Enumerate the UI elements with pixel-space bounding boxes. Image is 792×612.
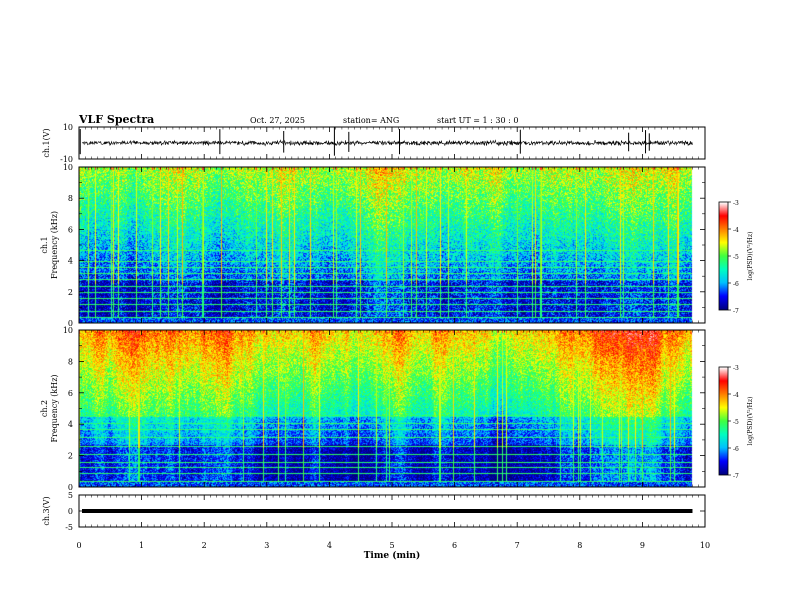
chart-title: VLF Spectra <box>78 113 154 126</box>
ch1-spectrogram-canvas-wrap <box>79 167 705 323</box>
y-tick-label: -10 <box>60 155 73 164</box>
x-tick-label: 3 <box>264 541 269 550</box>
x-tick-label: 2 <box>202 541 207 550</box>
y-tick-label: 0 <box>68 319 73 328</box>
colorbar-label: log(PSD)(V²/Hz) <box>747 232 754 281</box>
colorbar-label: log(PSD)(V²/Hz) <box>747 397 754 446</box>
y-tick-label: 2 <box>68 288 73 297</box>
ch1-waveform-panel: 10 -10 ch.1(V) <box>42 123 706 164</box>
y-axis-label: ch.1(V) <box>42 128 51 157</box>
y-tick-label: 6 <box>68 225 73 234</box>
y-tick-label: 5 <box>68 491 73 500</box>
y-tick-label: 8 <box>68 194 73 203</box>
ch1-colorbar: -3 -4 -5 -6 -7 log(PSD)(V²/Hz) <box>718 200 754 315</box>
y-axis-label: ch.3(V) <box>42 496 51 525</box>
colorbar-tick-label: -7 <box>733 308 739 315</box>
colorbar-tick-label: -7 <box>733 473 739 480</box>
ch1-spectrogram-panel: 0 2 4 6 8 10 ch.1 Frequency (kHz) <box>40 163 706 328</box>
x-tick-label: 6 <box>452 541 457 550</box>
colorbar-tick-label: -6 <box>733 446 739 453</box>
ch2-spectrogram-image <box>79 330 705 487</box>
ch1-waveform-trace <box>81 139 693 147</box>
y-tick-label: 6 <box>68 389 73 398</box>
ch2-colorbar-wrap <box>719 367 728 475</box>
x-tick-label: 0 <box>76 541 81 550</box>
ch1-colorbar-wrap <box>719 202 728 310</box>
date-label: Oct. 27, 2025 <box>250 116 305 125</box>
y-axis-label: ch.1 <box>40 236 49 253</box>
colorbar-tick-label: -3 <box>733 365 739 372</box>
y-axis-label: Frequency (kHz) <box>50 374 59 442</box>
y-tick-label: -5 <box>65 523 73 532</box>
spectrogram-frame <box>78 329 706 488</box>
y-tick-label: 10 <box>63 163 73 172</box>
ch2-colorbar-gradient <box>719 367 728 475</box>
colorbar-tick-label: -3 <box>733 200 739 207</box>
station-label: station= ANG <box>343 116 399 125</box>
ch2-spectrogram-canvas-wrap <box>79 330 705 487</box>
time-axis: 0 1 2 3 4 5 6 7 8 9 10 <box>76 541 710 550</box>
ch1-waveform-frame <box>78 126 706 160</box>
y-tick-label: 0 <box>68 483 73 492</box>
ch3-waveform-panel: 5 0 -5 ch.3(V) <box>42 491 706 532</box>
y-axis-label: ch.2 <box>40 400 49 417</box>
ch3-waveform-frame <box>78 494 706 528</box>
x-tick-label: 7 <box>515 541 520 550</box>
start-time-label: start UT = 1 : 30 : 0 <box>437 116 518 125</box>
colorbar-tick-label: -4 <box>733 227 739 234</box>
y-axis-label: Frequency (kHz) <box>50 211 59 279</box>
x-tick-label: 5 <box>389 541 394 550</box>
x-tick-label: 8 <box>577 541 582 550</box>
y-tick-label: 0 <box>68 507 73 516</box>
x-tick-label: 9 <box>640 541 645 550</box>
x-tick-label: 4 <box>327 541 332 550</box>
y-tick-label: 8 <box>68 357 73 366</box>
ch2-spectrogram-panel: 0 2 4 6 8 10 ch.2 Frequency (kHz) <box>40 326 706 492</box>
spectrogram-frame <box>78 166 706 324</box>
y-tick-label: 10 <box>63 326 73 335</box>
x-tick-label: 1 <box>139 541 144 550</box>
y-tick-label: 2 <box>68 452 73 461</box>
ch2-colorbar: -3 -4 -5 -6 -7 log(PSD)(V²/Hz) <box>718 365 754 480</box>
x-tick-label: 10 <box>700 541 710 550</box>
y-tick-label: 10 <box>63 123 73 132</box>
colorbar-tick-label: -4 <box>733 392 739 399</box>
colorbar-tick-label: -6 <box>733 281 739 288</box>
ch1-spectrogram-image <box>79 167 705 323</box>
colorbar-tick-label: -5 <box>733 419 739 426</box>
y-tick-label: 4 <box>68 420 73 429</box>
y-tick-label: 4 <box>68 257 73 266</box>
colorbar-tick-label: -5 <box>733 254 739 261</box>
x-axis-label: Time (min) <box>364 550 421 561</box>
ch1-colorbar-gradient <box>719 202 728 310</box>
